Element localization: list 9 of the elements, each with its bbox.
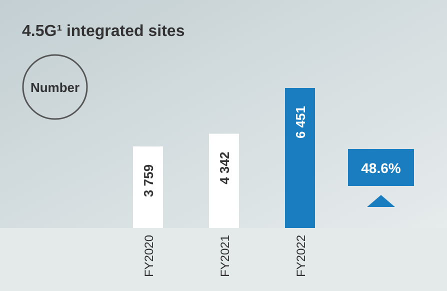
text: 48.6% <box>361 160 402 176</box>
data-label: 4 342 <box>217 152 232 184</box>
chart-title: 4.5G¹ integrated sites <box>22 23 185 40</box>
x-tick-label: FY2020 <box>142 234 156 278</box>
data-label: 3 759 <box>141 164 156 197</box>
x-tick-label: FY2021 <box>218 234 232 278</box>
x-tick-label: FY2022 <box>294 234 308 278</box>
data-label: 6 451 <box>293 106 308 139</box>
text: Number <box>30 80 80 95</box>
